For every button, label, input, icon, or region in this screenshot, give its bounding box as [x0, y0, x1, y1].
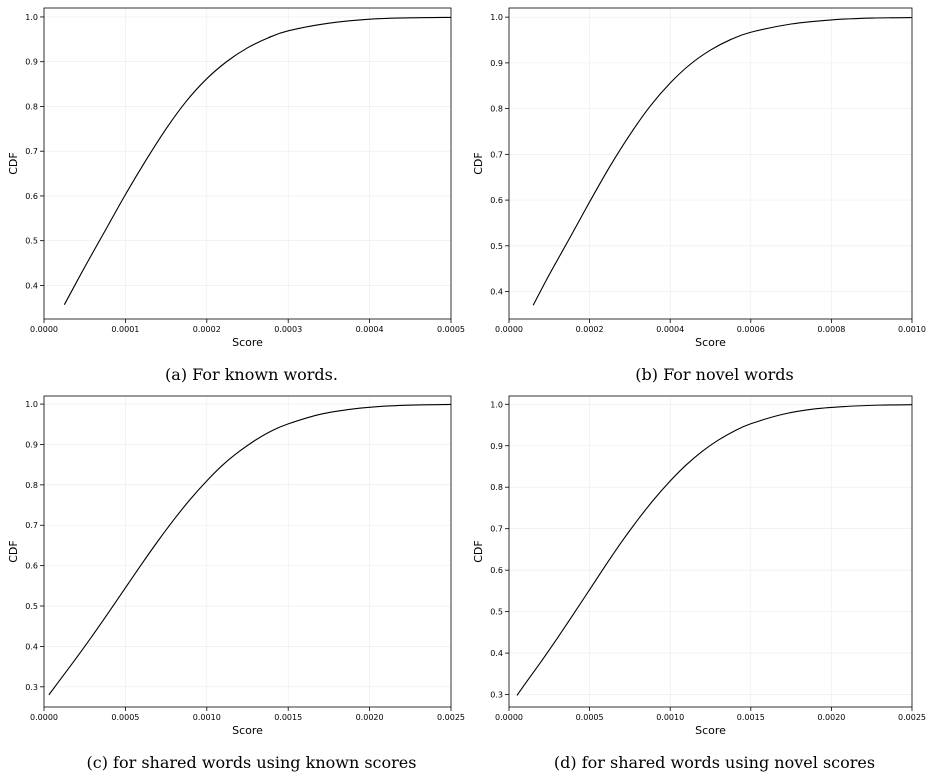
y-tick-label: 0.8: [490, 483, 503, 492]
cdf-curve: [63, 16, 452, 305]
x-tick-label: 0.0001: [111, 325, 139, 334]
x-axis-label: Score: [232, 724, 263, 737]
y-tick-label: 0.9: [490, 59, 503, 68]
x-tick-label: 0.0000: [495, 325, 523, 334]
x-axis-label: Score: [695, 724, 726, 737]
plot-frame: [508, 395, 913, 708]
x-tick-label: 0.0004: [356, 325, 384, 334]
y-tick-label: 0.7: [25, 147, 38, 156]
y-tick-label: 0.4: [25, 281, 38, 290]
x-tick-label: 0.0025: [437, 713, 465, 722]
x-tick-label: 0.0000: [495, 713, 523, 722]
y-axis-label: CDF: [472, 152, 485, 174]
y-tick-label: 0.8: [25, 102, 38, 111]
y-tick-label: 0.6: [490, 196, 503, 205]
y-tick-label: 0.6: [25, 562, 38, 571]
y-tick-label: 1.0: [25, 400, 38, 409]
y-tick-label: 1.0: [490, 13, 503, 22]
x-tick-label: 0.0008: [817, 325, 845, 334]
x-tick-label: 0.0002: [193, 325, 221, 334]
x-tick-label: 0.0000: [30, 713, 58, 722]
y-tick-label: 0.9: [490, 442, 503, 451]
y-axis-label: CDF: [7, 540, 20, 562]
x-tick-label: 0.0002: [576, 325, 604, 334]
x-tick-label: 0.0005: [111, 713, 139, 722]
y-tick-label: 0.4: [490, 649, 503, 658]
y-tick-label: 0.5: [490, 608, 503, 617]
y-tick-label: 0.6: [25, 192, 38, 201]
x-tick-label: 0.0010: [898, 325, 926, 334]
plot-frame: [43, 7, 452, 320]
y-tick-label: 0.8: [25, 481, 38, 490]
cdf-curve: [532, 17, 913, 306]
x-axis-label: Score: [232, 336, 263, 349]
y-axis-label: CDF: [472, 540, 485, 562]
panel-caption: (c) for shared words using known scores: [87, 753, 417, 772]
y-tick-label: 0.5: [25, 602, 38, 611]
x-tick-label: 0.0020: [356, 713, 384, 722]
x-tick-label: 0.0003: [274, 325, 302, 334]
cdf-curve: [48, 403, 452, 696]
x-tick-label: 0.0010: [656, 713, 684, 722]
x-tick-label: 0.0025: [898, 713, 926, 722]
x-tick-label: 0.0015: [274, 713, 302, 722]
y-tick-label: 0.3: [25, 683, 38, 692]
x-tick-label: 0.0010: [193, 713, 221, 722]
y-tick-label: 0.8: [490, 105, 503, 114]
cdf-curve: [516, 404, 913, 696]
y-tick-label: 0.3: [490, 691, 503, 700]
panel-caption: (a) For known words.: [165, 365, 338, 384]
panel-c: 0.0000 0.0005 0.0010 0.0015 0.0020 0.0025 0.3 0…: [7, 395, 465, 772]
panel-caption: (b) For novel words: [635, 365, 793, 384]
y-tick-label: 0.5: [25, 237, 38, 246]
y-tick-label: 0.9: [25, 58, 38, 67]
x-tick-label: 0.0005: [576, 713, 604, 722]
y-axis-label: CDF: [7, 152, 20, 174]
x-axis-label: Score: [695, 336, 726, 349]
panel-b: 0.0000 0.0002 0.0004 0.0006 0.0008 0.0010 0.4 0…: [472, 7, 926, 384]
y-tick-label: 0.4: [490, 288, 503, 297]
y-tick-label: 1.0: [25, 13, 38, 22]
x-tick-label: 0.0015: [737, 713, 765, 722]
y-tick-label: 1.0: [490, 400, 503, 409]
panel-d: 0.0000 0.0005 0.0010 0.0015 0.0020 0.0025 0.3 0…: [472, 395, 926, 772]
y-tick-label: 0.7: [490, 150, 503, 159]
x-tick-label: 0.0004: [656, 325, 684, 334]
x-tick-label: 0.0005: [437, 325, 465, 334]
y-tick-label: 0.7: [490, 525, 503, 534]
plot-frame: [43, 395, 452, 708]
y-tick-label: 0.4: [25, 642, 38, 651]
plot-frame: [508, 7, 913, 320]
y-tick-label: 0.9: [25, 440, 38, 449]
panel-a: 0.0000 0.0001 0.0002 0.0003 0.0004 0.0005 0.4 0…: [7, 7, 465, 384]
x-tick-label: 0.0000: [30, 325, 58, 334]
panel-caption: (d) for shared words using novel scores: [554, 753, 875, 772]
x-tick-label: 0.0020: [817, 713, 845, 722]
y-tick-label: 0.5: [490, 242, 503, 251]
y-tick-label: 0.7: [25, 521, 38, 530]
y-tick-label: 0.6: [490, 566, 503, 575]
x-tick-label: 0.0006: [737, 325, 765, 334]
